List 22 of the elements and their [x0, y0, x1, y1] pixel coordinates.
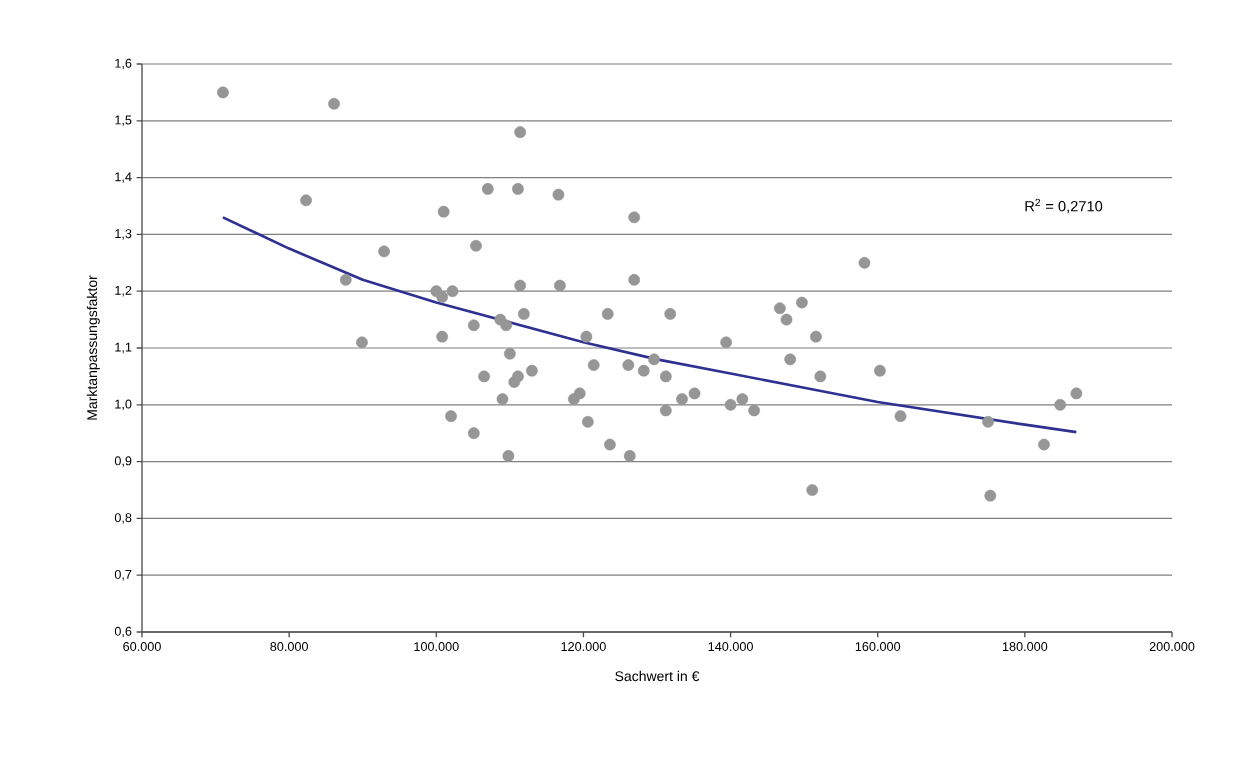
y-tick-label: 0,7 [114, 569, 132, 581]
y-tick-label: 1,6 [115, 58, 132, 70]
x-tick-label: 200.000 [1149, 642, 1195, 652]
x-tick-label: 80.000 [270, 642, 309, 652]
y-tick-label: 1,2 [115, 285, 132, 297]
annotation: R$^{2}$ = 0,2710 [1025, 198, 1103, 214]
y-axis-title: Marktanpassungsfaktor [86, 275, 100, 420]
x-tick-label: 60.000 [123, 642, 161, 652]
x-tick-label: 180.000 [1002, 642, 1048, 652]
y-tick-label: 1,1 [115, 342, 132, 354]
x-tick-label: 100.000 [414, 642, 459, 652]
y-tick-label: 1,3 [115, 229, 132, 240]
x-tick-label: 140.000 [708, 642, 753, 652]
y-tick-label: 0,9 [114, 456, 132, 467]
y-tick-label: 1,0 [115, 399, 132, 411]
x-tick-label: 120.000 [561, 642, 606, 652]
y-tick-label: 0,6 [114, 626, 132, 638]
x-axis-title: Sachwert in € [615, 670, 700, 682]
y-tick-label: 1,5 [115, 115, 132, 126]
y-tick-label: 1,4 [115, 172, 132, 183]
x-tick-label: 160.000 [855, 642, 901, 652]
y-tick-label: 0,8 [114, 513, 132, 524]
